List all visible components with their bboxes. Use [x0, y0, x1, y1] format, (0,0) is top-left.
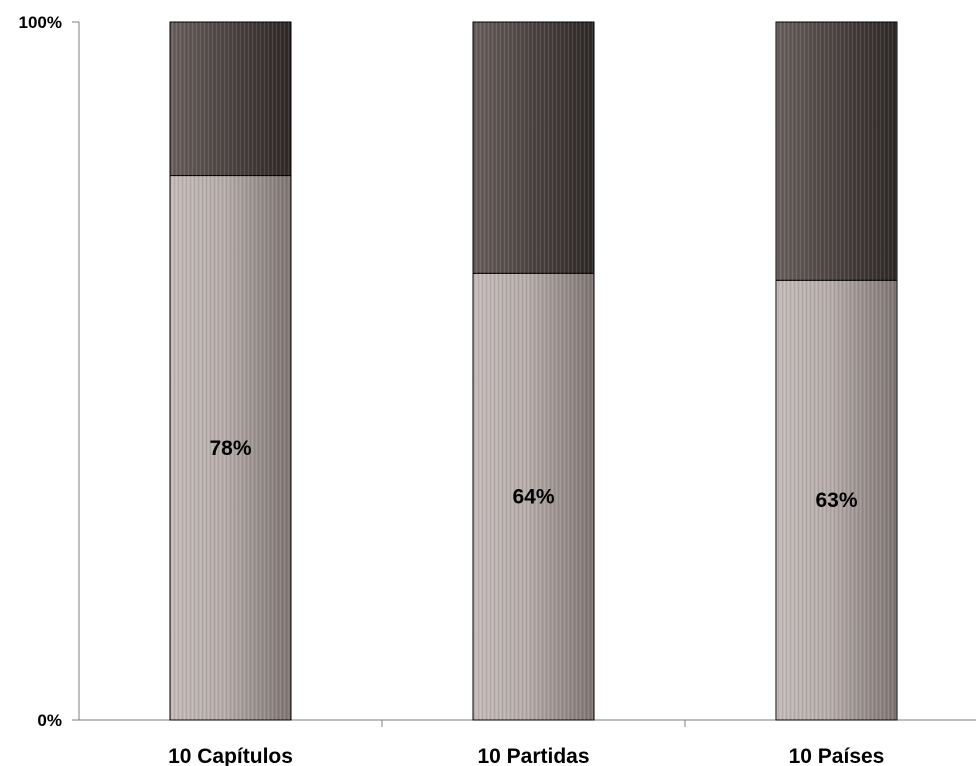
labels: 78% 10 Capítulos 64% 10 Partidas 63% 10 Paíse…: [168, 437, 884, 766]
category-label: 10 Países: [789, 745, 885, 766]
category-label: 10 Partidas: [477, 745, 589, 766]
data-label: 78%: [209, 437, 251, 460]
bar-segment-texture: [776, 22, 897, 281]
bar-segment-texture: [170, 175, 291, 720]
bar-segment-texture: [473, 22, 594, 274]
category-label: 10 Capítulos: [168, 745, 293, 766]
y-tick-label-top: 100%: [19, 13, 62, 32]
bars: [169, 21, 898, 721]
y-tick-label-bottom: 0%: [37, 711, 62, 730]
bar-segment-texture: [473, 273, 594, 720]
data-label: 63%: [815, 489, 857, 512]
bar-segment-texture: [776, 280, 897, 720]
data-label: 64%: [512, 486, 554, 509]
bar-segment-texture: [170, 22, 291, 176]
